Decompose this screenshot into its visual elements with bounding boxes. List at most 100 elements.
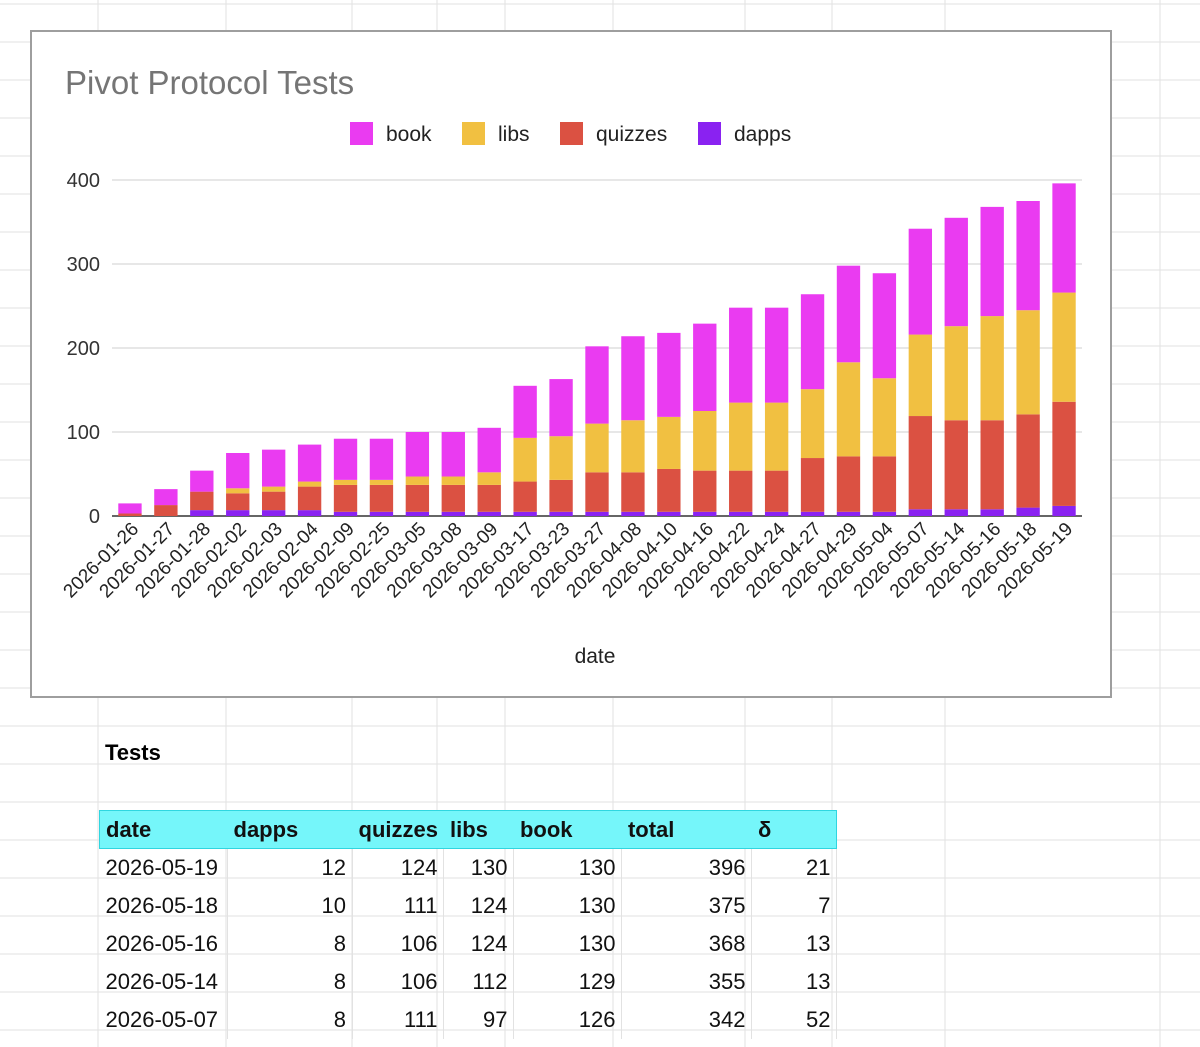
header-delta[interactable]: δ	[751, 810, 838, 849]
bar-libs-2026-05-04	[872, 378, 897, 457]
bar-quizzes-2026-04-16	[693, 470, 717, 512]
bar-quizzes-2026-04-24	[764, 470, 789, 512]
cell-quizzes[interactable]: 124	[352, 848, 445, 887]
cell-total[interactable]: 368	[621, 924, 753, 963]
cell-dapps[interactable]: 8	[227, 924, 353, 963]
legend-swatch-quizzes	[560, 122, 583, 145]
bar-quizzes-2026-04-10	[657, 468, 681, 512]
bar-quizzes-2026-03-08	[441, 484, 465, 512]
bar-libs-2026-05-14	[944, 326, 968, 421]
header-quizzes[interactable]: quizzes	[352, 810, 444, 849]
bar-book-2026-03-27	[585, 346, 609, 424]
bar-dapps-2026-04-24	[764, 511, 789, 516]
bar-dapps-2026-04-22	[729, 511, 753, 516]
cell-libs[interactable]: 124	[443, 924, 515, 963]
bar-book-2026-03-17	[513, 385, 537, 438]
cell-date[interactable]: 2026-05-16	[99, 924, 228, 963]
y-tick-label: 400	[67, 170, 100, 192]
bar-dapps-2026-04-08	[621, 511, 645, 516]
header-libs[interactable]: libs	[443, 810, 514, 849]
bar-dapps-2026-04-27	[800, 511, 825, 516]
cell-dapps[interactable]: 12	[227, 848, 353, 887]
cell-book[interactable]: 130	[513, 886, 623, 925]
cell-libs[interactable]: 124	[443, 886, 515, 925]
bar-quizzes-2026-03-05	[405, 484, 430, 512]
bar-dapps-2026-02-25	[369, 511, 394, 516]
header-dapps[interactable]: dapps	[227, 810, 353, 849]
cell-libs[interactable]: 130	[443, 848, 515, 887]
bar-dapps-2026-05-04	[872, 511, 897, 516]
cell-dapps[interactable]: 8	[227, 1000, 353, 1039]
bar-dapps-2026-05-19	[1052, 505, 1076, 516]
bar-quizzes-2026-05-14	[944, 420, 968, 510]
bar-libs-2026-05-16	[980, 316, 1004, 421]
cell-libs[interactable]: 112	[443, 962, 515, 1001]
cell-book[interactable]: 130	[513, 924, 623, 963]
bar-dapps-2026-04-10	[657, 511, 681, 516]
cell-total[interactable]: 396	[621, 848, 753, 887]
bar-libs-2026-05-19	[1052, 292, 1076, 402]
bar-dapps-2026-02-09	[333, 511, 358, 516]
table-row: 2026-05-19 12 124 130 130 396 21	[99, 848, 838, 887]
cell-date[interactable]: 2026-05-14	[99, 962, 228, 1001]
bar-libs-2026-04-16	[693, 411, 717, 471]
bar-quizzes-2026-05-16	[980, 420, 1004, 510]
legend-label-quizzes: quizzes	[596, 123, 667, 146]
bar-dapps-2026-05-18	[1016, 507, 1040, 516]
bar-libs-2026-04-27	[800, 389, 825, 459]
cell-date[interactable]: 2026-05-18	[99, 886, 228, 925]
bar-libs-2026-05-07	[908, 334, 933, 417]
header-total[interactable]: total	[621, 810, 752, 849]
cell-delta[interactable]: 13	[751, 962, 838, 1001]
bar-dapps-2026-03-09	[477, 511, 501, 516]
table-row: 2026-05-14 8 106 112 129 355 13	[99, 962, 838, 1001]
cell-book[interactable]: 126	[513, 1000, 623, 1039]
cell-dapps[interactable]: 8	[227, 962, 353, 1001]
bar-book-2026-03-09	[477, 427, 501, 473]
bar-libs-2026-03-09	[477, 472, 501, 485]
cell-delta[interactable]: 21	[751, 848, 838, 887]
bar-book-2026-04-27	[800, 294, 825, 390]
bar-libs-2026-03-27	[585, 423, 609, 473]
cell-total[interactable]: 355	[621, 962, 753, 1001]
bar-book-2026-05-16	[980, 206, 1004, 317]
cell-delta[interactable]: 13	[751, 924, 838, 963]
legend-label-dapps: dapps	[734, 123, 791, 146]
cell-book[interactable]: 130	[513, 848, 623, 887]
cell-dapps[interactable]: 10	[227, 886, 353, 925]
bar-dapps-2026-02-04	[297, 510, 322, 516]
cell-date[interactable]: 2026-05-19	[99, 848, 228, 887]
bar-book-2026-04-22	[729, 307, 753, 403]
cell-libs[interactable]: 97	[443, 1000, 515, 1039]
cell-quizzes[interactable]: 106	[352, 962, 445, 1001]
bar-book-2026-02-02	[226, 453, 250, 489]
header-book[interactable]: book	[513, 810, 622, 849]
cell-delta[interactable]: 52	[751, 1000, 838, 1039]
bar-book-2026-02-25	[369, 438, 394, 480]
bar-quizzes-2026-03-09	[477, 484, 501, 512]
bar-book-2026-01-28	[190, 470, 214, 492]
cell-delta[interactable]: 7	[751, 886, 838, 925]
bar-libs-2026-04-22	[729, 402, 753, 471]
chart-card[interactable]: Pivot Protocol Tests 0 100 200 300 400 book lib…	[30, 30, 1112, 698]
cell-quizzes[interactable]: 106	[352, 924, 445, 963]
cell-total[interactable]: 375	[621, 886, 753, 925]
header-date[interactable]: date	[99, 810, 228, 849]
bar-dapps-2026-05-14	[944, 509, 968, 516]
y-tick-label: 200	[67, 338, 100, 360]
cell-date[interactable]: 2026-05-07	[99, 1000, 228, 1039]
bar-libs-2026-02-25	[369, 479, 394, 485]
bar-quizzes-2026-01-27	[154, 505, 178, 516]
cell-quizzes[interactable]: 111	[352, 886, 445, 925]
bar-quizzes-2026-04-29	[836, 456, 861, 512]
cell-total[interactable]: 342	[621, 1000, 753, 1039]
x-axis-label: date	[575, 645, 616, 668]
table-row: 2026-05-16 8 106 124 130 368 13	[99, 924, 838, 963]
cell-book[interactable]: 129	[513, 962, 623, 1001]
bar-book-2026-04-16	[693, 323, 717, 411]
chart-title: Pivot Protocol Tests	[65, 64, 354, 101]
cell-quizzes[interactable]: 111	[352, 1000, 445, 1039]
bar-dapps-2026-03-05	[405, 511, 430, 516]
bar-book-2026-05-14	[944, 217, 968, 327]
y-tick-label: 300	[67, 254, 100, 276]
